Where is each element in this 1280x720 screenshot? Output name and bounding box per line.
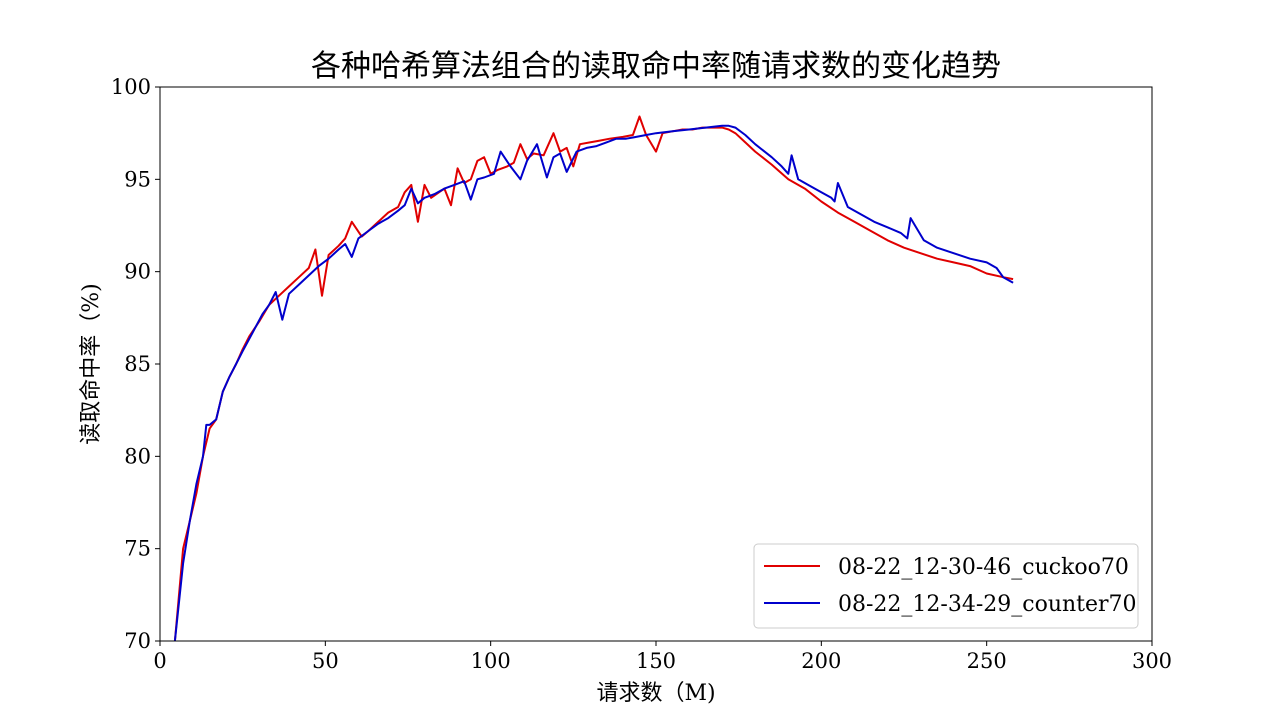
y-axis-label: 读取命中率（%) [79, 283, 104, 445]
y-tick-label: 100 [111, 75, 151, 99]
y-tick-label: 95 [124, 167, 151, 191]
y-tick-label: 90 [124, 260, 151, 284]
y-axis: 70 75 80 85 90 95 100 [111, 75, 160, 653]
series-line-cuckoo70 [173, 115, 1014, 641]
x-tick-label: 250 [967, 649, 1007, 673]
y-tick-label: 80 [124, 444, 151, 468]
x-tick-label: 50 [312, 649, 339, 673]
legend-label-counter70: 08-22_12-34-29_counter70 [838, 592, 1137, 617]
y-tick-label: 70 [124, 629, 151, 653]
chart-title: 各种哈希算法组合的读取命中率随请求数的变化趋势 [311, 49, 1001, 84]
x-tick-label: 100 [471, 649, 511, 673]
x-tick-label: 300 [1132, 649, 1172, 673]
legend-box [753, 543, 1139, 629]
y-tick-label: 75 [124, 537, 151, 561]
series-layer [173, 115, 1014, 641]
x-axis-label: 请求数（M) [596, 681, 715, 706]
x-tick-label: 0 [153, 649, 166, 673]
x-axis: 0 50 100 150 200 250 300 [153, 641, 1172, 673]
legend-label-cuckoo70: 08-22_12-30-46_cuckoo70 [838, 555, 1129, 580]
x-tick-label: 200 [801, 649, 841, 673]
x-tick-label: 150 [636, 649, 676, 673]
legend: 08-22_12-30-46_cuckoo70 08-22_12-34-29_c… [753, 543, 1139, 629]
series-line-counter70 [173, 124, 1014, 641]
y-tick-label: 85 [124, 352, 151, 376]
